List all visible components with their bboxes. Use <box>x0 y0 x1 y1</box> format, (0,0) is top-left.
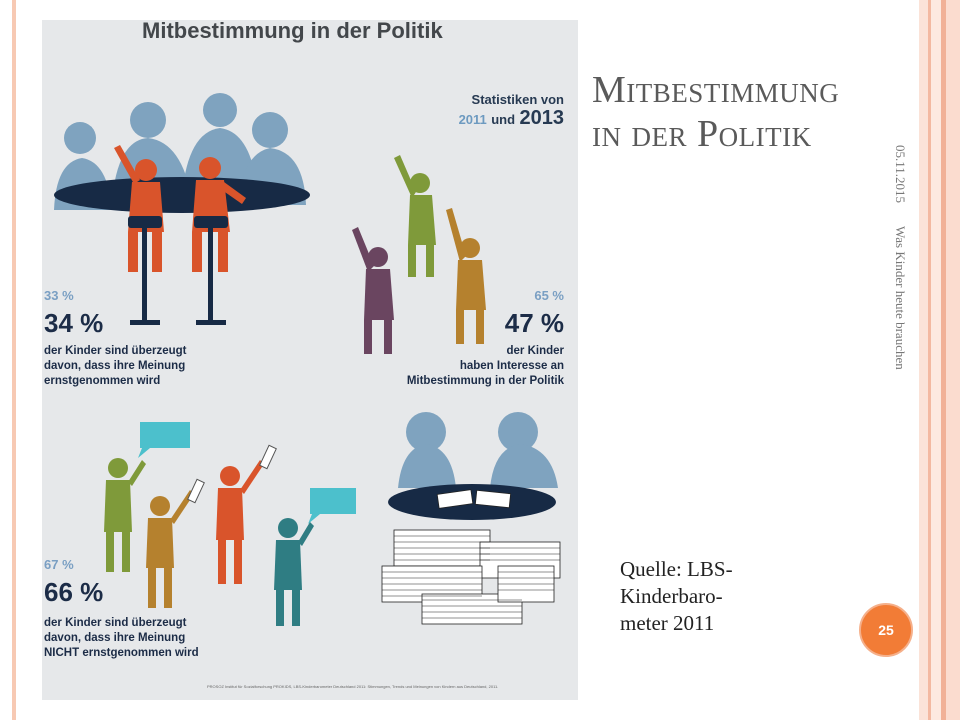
infographic-title: Mitbestimmung in der Politik <box>142 20 443 43</box>
source-citation: Quelle: LBS- Kinderbaro- meter 2011 <box>620 557 733 635</box>
slide-date: 05.11.2015 <box>893 145 908 204</box>
slide-title-line1: Mitbestimmung <box>592 69 840 111</box>
year-2013: 2013 <box>519 107 565 129</box>
stat1-caption: der Kinder sind überzeugt davon, dass ih… <box>44 344 187 389</box>
page-number-badge: 25 <box>859 603 913 657</box>
stats-label: Statistiken von <box>471 92 564 107</box>
slide-title: Mitbestimmung in der Politik <box>592 68 902 156</box>
slide-footer-text: Was Kinder heute brauchen <box>893 226 908 370</box>
stat1-2011-value: 33 % <box>44 288 74 303</box>
left-frame-stripe <box>12 0 16 720</box>
stat2-caption: der Kinder haben Interesse an Mitbestimm… <box>407 344 564 389</box>
stat1-caption-line: davon, dass ihre Meinung <box>44 360 186 372</box>
stat3-caption-line: der Kinder sind überzeugt <box>44 617 187 629</box>
stat3-2013-value: 66 % <box>44 577 104 607</box>
infographic-illustration <box>54 93 561 626</box>
infographic: Mitbestimmung in der Politik Statistiken… <box>42 20 578 700</box>
side-footer: 05.11.2015 Was Kinder heute brauchen <box>880 145 908 475</box>
and-word: und <box>491 112 516 127</box>
stat1-2013-value: 34 % <box>44 308 104 338</box>
stat2-2011-value: 65 % <box>534 288 564 303</box>
stat2-caption-line: haben Interesse an <box>459 360 564 372</box>
speech-bubble-2 <box>308 488 356 524</box>
interested-children <box>352 155 486 354</box>
stat3-caption-line: davon, dass ihre Meinung <box>44 632 186 644</box>
slide-title-line2: in der Politik <box>592 113 812 155</box>
stools <box>128 216 228 325</box>
stat3-caption-line: NICHT ernstgenommen wird <box>44 647 199 659</box>
right-frame-stripes <box>919 0 960 720</box>
stat2-2013-value: 47 % <box>504 308 564 338</box>
stat1-caption-line: der Kinder sind überzeugt <box>44 345 187 357</box>
stat1-caption-line: ernstgenommen wird <box>44 375 161 387</box>
papers-table-scene <box>381 412 561 625</box>
stat2-caption-line: der Kinder <box>506 345 564 357</box>
stat3-caption: der Kinder sind überzeugt davon, dass ih… <box>44 616 199 661</box>
unheard-children <box>104 422 356 626</box>
stat2-caption-line: Mitbestimmung in der Politik <box>406 375 564 387</box>
year-2011: 2011 <box>458 112 487 127</box>
stats-years: Statistiken von 2011 und 2013 <box>459 92 564 130</box>
speech-bubble-1 <box>138 422 190 458</box>
stat3-2011-value: 67 % <box>44 557 74 572</box>
infographic-footnote: PROSOZ Institut für Sozialforschung PROK… <box>207 684 499 689</box>
